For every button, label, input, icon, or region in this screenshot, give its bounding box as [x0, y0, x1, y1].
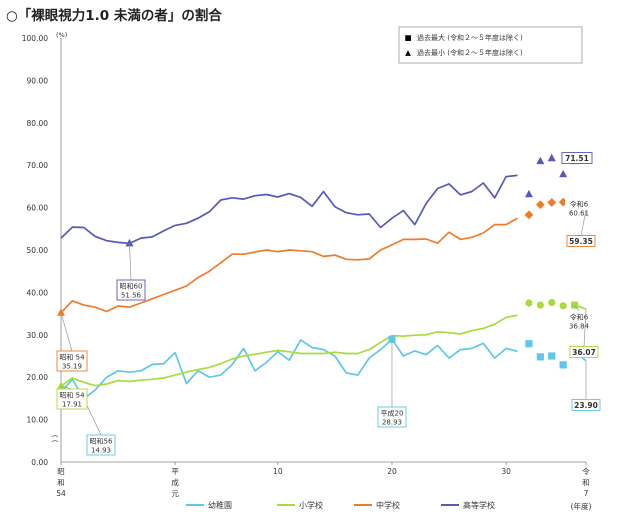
- data-point-中学校: [535, 200, 545, 210]
- legend-label-中学校: 中学校: [376, 500, 400, 510]
- x-tick-label: 54: [56, 489, 66, 498]
- annotation-label: 令和6: [570, 313, 589, 322]
- data-point-幼稚園: [559, 361, 567, 369]
- axis-break-mark: [51, 435, 59, 438]
- data-point-高等学校: [536, 156, 545, 165]
- data-point-高等学校: [559, 169, 568, 178]
- annotation-value: 36.07: [572, 348, 596, 357]
- annotation-label: 昭和60: [120, 282, 143, 291]
- annotation-value: 51.56: [121, 292, 142, 300]
- x-tick-label: 20: [387, 467, 397, 476]
- series-line-高等学校: [60, 174, 518, 245]
- annotation-box: [565, 198, 593, 218]
- annotation-box: [56, 350, 88, 372]
- x-tick-label: 30: [501, 467, 511, 476]
- annotation-box: [566, 235, 596, 247]
- data-point-幼稚園: [525, 340, 533, 348]
- y-tick-label: 10.00: [27, 416, 49, 425]
- legend-label-小学校: 小学校: [299, 500, 323, 510]
- data-point-小学校: [548, 298, 556, 307]
- data-point-小学校: [525, 299, 533, 307]
- min-marker: [125, 238, 134, 247]
- x-tick-label: 和: [57, 478, 65, 487]
- y-tick-label: 30.00: [27, 331, 49, 340]
- x-tick-label: 和: [582, 478, 590, 487]
- series-line-幼稚園: [60, 338, 518, 400]
- data-point-幼稚園: [548, 352, 556, 360]
- annotation-box: [569, 346, 599, 358]
- annotation-leader: [129, 243, 132, 281]
- annotation-box: [561, 152, 593, 164]
- x-tick-label: 7: [584, 489, 589, 498]
- data-point-中学校: [524, 210, 534, 220]
- x-tick-label: 10: [273, 467, 283, 476]
- data-point-小学校: [559, 302, 567, 310]
- data-point-小学校: [536, 301, 544, 309]
- annotation-value: 14.93: [91, 447, 111, 455]
- annotation-value: 35.19: [62, 363, 82, 371]
- y-unit-label: (%): [56, 31, 67, 39]
- annotation-leader: [60, 385, 73, 390]
- annotation-value: 60.61: [569, 210, 589, 218]
- annotation-box: [565, 311, 593, 331]
- marker-legend-label: 過去最小 (令和２～５年度は除く): [417, 48, 523, 57]
- annotation-value: 59.35: [569, 237, 593, 246]
- y-tick-label: 60.00: [27, 204, 49, 213]
- x-tick-label: 平: [171, 467, 179, 476]
- annotation-leader: [583, 309, 587, 347]
- legend-label-高等学校: 高等学校: [463, 500, 495, 510]
- y-tick-label: 70.00: [27, 161, 49, 170]
- y-tick-label: 0.00: [31, 458, 48, 467]
- data-point-高等学校: [524, 189, 533, 198]
- annotation-value: 28.93: [382, 419, 402, 427]
- marker-legend-label: 過去最大 (令和２～５年度は除く): [417, 33, 523, 42]
- annotation-label: 令和6: [570, 200, 589, 209]
- y-tick-label: 100.00: [22, 34, 48, 43]
- legend-label-幼稚園: 幼稚園: [208, 500, 232, 510]
- annotation-label: 平成20: [381, 409, 404, 418]
- min-marker: [57, 381, 65, 390]
- marker-legend-box: [398, 26, 583, 64]
- x-tick-label: 令: [582, 466, 590, 476]
- x-tick-label: 成: [171, 477, 179, 487]
- x-unit-label: (年度): [571, 501, 592, 511]
- y-tick-label: 90.00: [27, 76, 49, 85]
- y-tick-label: 50.00: [27, 246, 49, 255]
- axis-break-mark: [51, 440, 59, 443]
- series-line-小学校: [60, 314, 518, 387]
- annotation-value: 71.51: [565, 154, 589, 163]
- annotation-leader: [60, 312, 73, 352]
- data-point-中学校: [547, 198, 557, 207]
- annotation-label: 昭和56: [90, 437, 113, 446]
- annotation-value: 36.84: [569, 323, 590, 331]
- annotation-leader: [574, 304, 580, 312]
- y-tick-label: 40.00: [27, 288, 49, 297]
- min-marker: [57, 308, 65, 316]
- annotation-value: 23.90: [574, 401, 598, 410]
- annotation-box: [377, 406, 407, 428]
- series-line-中学校: [60, 217, 518, 314]
- annotation-box: [56, 388, 88, 410]
- annotation-label: 昭和 54: [59, 391, 85, 400]
- x-tick-label: 元: [171, 489, 179, 498]
- data-point-高等学校: [547, 153, 556, 162]
- data-point-幼稚園: [536, 353, 544, 361]
- chart-title: ○「裸眼視力1.0 未満の者」の割合: [6, 8, 222, 24]
- y-tick-label: 20.00: [27, 373, 49, 382]
- annotation-label: 昭和 54: [59, 353, 85, 362]
- annotation-value: 17.91: [62, 401, 82, 409]
- annotation-leader: [580, 210, 587, 236]
- max-symbol-icon: ■: [404, 33, 411, 42]
- annotation-box: [86, 434, 116, 456]
- annotation-box: [571, 399, 601, 411]
- min-symbol-icon: ▲: [405, 48, 411, 57]
- x-tick-label: 昭: [57, 467, 65, 476]
- y-tick-label: 80.00: [27, 119, 49, 128]
- annotation-box: [116, 279, 146, 301]
